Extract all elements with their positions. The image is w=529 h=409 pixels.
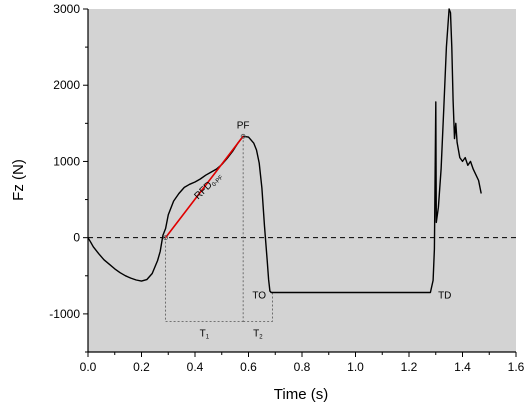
x-tick-label: 1.0	[347, 360, 364, 374]
annotation-pf: PF	[237, 120, 250, 131]
rfd-start-marker	[163, 235, 168, 241]
interval-label-2: T2	[253, 329, 263, 341]
interval-label-1: T1	[200, 329, 210, 341]
annotations-group: PF TO TD	[237, 120, 452, 301]
annotation-to: TO	[252, 291, 266, 302]
y-axis-title: Fz (N)	[10, 159, 27, 201]
plot-area	[88, 9, 516, 352]
y-tick-label: 3000	[53, 2, 80, 16]
interval-label-2-main: T	[253, 329, 259, 340]
rfd-line	[164, 135, 244, 239]
interval-label-1-main: T	[200, 329, 206, 340]
x-tick-label: 1.4	[454, 360, 471, 374]
x-axis-ticks: 0.0 0.2 0.4 0.6 0.8 1.0 1.2 1.4 1.6	[80, 352, 525, 374]
y-tick-label: 0	[73, 231, 80, 245]
x-tick-label: 0.6	[240, 360, 257, 374]
x-tick-label: 1.2	[401, 360, 418, 374]
y-tick-label: -1000	[49, 307, 80, 321]
x-tick-label: 0.0	[80, 360, 97, 374]
series-line-1	[87, 8, 482, 294]
interval-guides: T1 T2	[165, 136, 273, 341]
x-tick-label: 0.2	[133, 360, 150, 374]
interval-label-2-subscript: 2	[259, 335, 263, 341]
interval-label-1-subscript: 1	[206, 335, 210, 341]
series-group	[87, 8, 482, 294]
x-tick-label: 1.6	[508, 360, 525, 374]
pf-marker	[240, 133, 246, 139]
y-axis-ticks: -1000 0 1000 2000 3000	[49, 2, 88, 353]
y-tick-label: 1000	[53, 154, 80, 168]
y-tick-label: 2000	[53, 78, 80, 92]
x-axis-title: Time (s)	[274, 386, 328, 403]
x-tick-label: 0.4	[187, 360, 204, 374]
rfd-line-group	[163, 133, 246, 241]
x-tick-label: 0.8	[294, 360, 311, 374]
annotation-td: TD	[438, 291, 451, 302]
